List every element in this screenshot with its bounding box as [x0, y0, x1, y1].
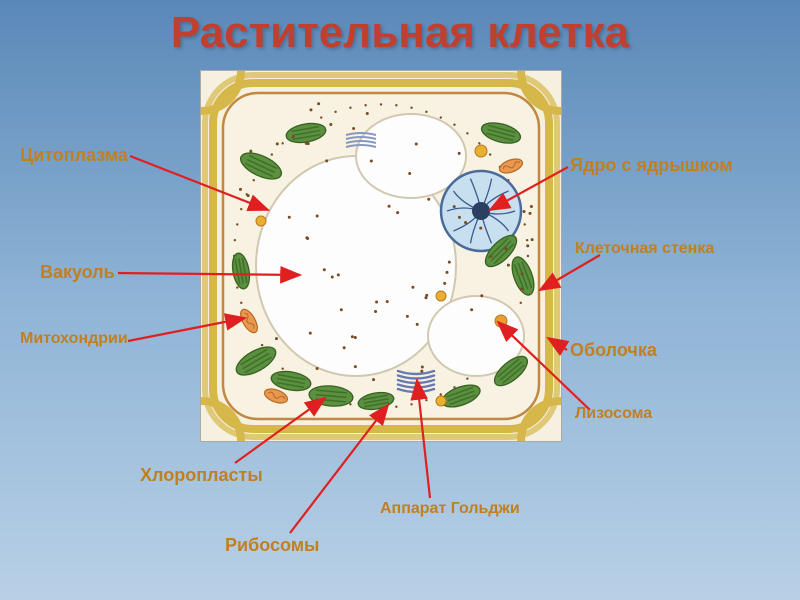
label-vacuole: Вакуоль	[40, 262, 115, 283]
cell-svg	[201, 71, 561, 441]
label-golgi: Аппарат Гольджи	[380, 500, 520, 518]
page-title: Растительная клетка	[0, 8, 800, 58]
label-nucleus: Ядро с ядрышком	[570, 155, 733, 176]
label-lysosome: Лизосома	[575, 405, 652, 423]
label-membrane: Оболочка	[570, 340, 657, 361]
label-mitochondria: Митохондрии	[20, 330, 128, 348]
label-cellwall: Клеточная стенка	[575, 240, 714, 258]
label-chloroplasts: Хлоропласты	[140, 465, 263, 486]
label-cytoplasm: Цитоплазма	[20, 145, 128, 166]
label-ribosomes: Рибосомы	[225, 535, 319, 556]
cell-diagram	[200, 70, 562, 442]
